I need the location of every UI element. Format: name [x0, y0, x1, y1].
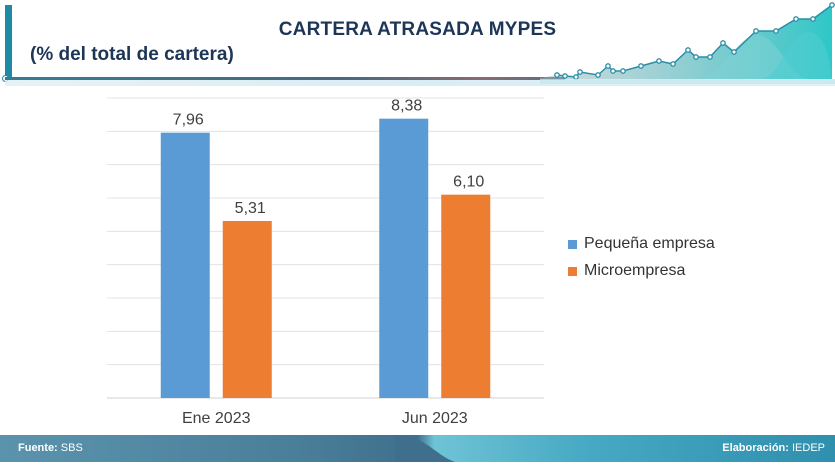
legend-swatch-microempresa [568, 266, 577, 276]
sparkline-dot [793, 16, 799, 22]
sparkline-dot [829, 2, 835, 8]
data-label: 7,96 [173, 112, 204, 129]
sparkline-dot [720, 40, 726, 46]
decorative-sparkline-icon [540, 2, 835, 84]
x-tick-label: Ene 2023 [182, 410, 251, 427]
header-accent-bar [5, 5, 12, 78]
data-label: 6,10 [453, 174, 484, 191]
bar-microempresa-0 [222, 221, 272, 398]
bars [160, 118, 491, 399]
sparkline-dot [685, 47, 691, 53]
legend-label-microempresa: Microempresa [584, 262, 686, 279]
legend-item-microempresa: Microempresa [568, 262, 685, 280]
legend-item-pequena-empresa: Pequeña empresa [568, 235, 715, 253]
sparkline-dot [554, 72, 560, 78]
credit-note: Elaboración: IEDEP [722, 442, 825, 454]
bar-pequena-empresa-1 [379, 118, 429, 399]
sparkline-dot [656, 58, 662, 64]
sparkline-dot [731, 49, 737, 55]
data-labels: 7,96 5,31 8,38 6,10 [173, 98, 485, 217]
sparkline-dot [577, 69, 583, 75]
credit-value: IEDEP [791, 442, 825, 454]
source-value: SBS [60, 442, 83, 454]
source-note: Fuente: SBS [18, 442, 83, 454]
chart-subtitle: (% del total de cartera) [30, 44, 234, 65]
bar-chart: 7,96 5,31 8,38 6,10 Ene 2023 Jun 2023 [107, 97, 544, 427]
bar-pequena-empresa-0 [160, 132, 210, 398]
sparkline-dot [707, 54, 713, 60]
sparkline-dot [610, 68, 616, 74]
sparkline-dot [773, 28, 779, 34]
header: CARTERA ATRASADA MYPES (% del total de c… [0, 0, 835, 88]
footer-banner: Fuente: SBS Elaboración: IEDEP [0, 435, 835, 462]
credit-label: Elaboración: [722, 442, 789, 454]
bar-microempresa-1 [441, 194, 491, 398]
sparkline-dot [810, 16, 816, 22]
footer-curve-decoration [395, 435, 455, 462]
chart-title: CARTERA ATRASADA MYPES [278, 19, 557, 40]
header-divider [5, 77, 565, 80]
sparkline-dot [620, 68, 626, 74]
sparkline-dot [753, 28, 759, 34]
sparkline-dots [554, 2, 835, 80]
sparkline-dot [605, 63, 611, 69]
data-label: 5,31 [235, 200, 266, 217]
sparkline-dot [638, 63, 644, 69]
header-shadow [5, 80, 835, 86]
sparkline-wave-2 [760, 31, 832, 79]
sparkline-dot [573, 74, 579, 80]
x-axis-labels: Ene 2023 Jun 2023 [182, 410, 468, 427]
data-label: 8,38 [391, 98, 422, 115]
legend-label-pequena-empresa: Pequeña empresa [584, 235, 715, 252]
legend-swatch-pequena-empresa [568, 239, 577, 249]
sparkline-dot [562, 73, 568, 79]
sparkline-base [540, 79, 835, 84]
x-tick-label: Jun 2023 [402, 410, 468, 427]
sparkline-dot [693, 54, 699, 60]
sparkline-dot [670, 61, 676, 67]
sparkline-dot [595, 72, 601, 78]
source-label: Fuente: [18, 442, 58, 454]
